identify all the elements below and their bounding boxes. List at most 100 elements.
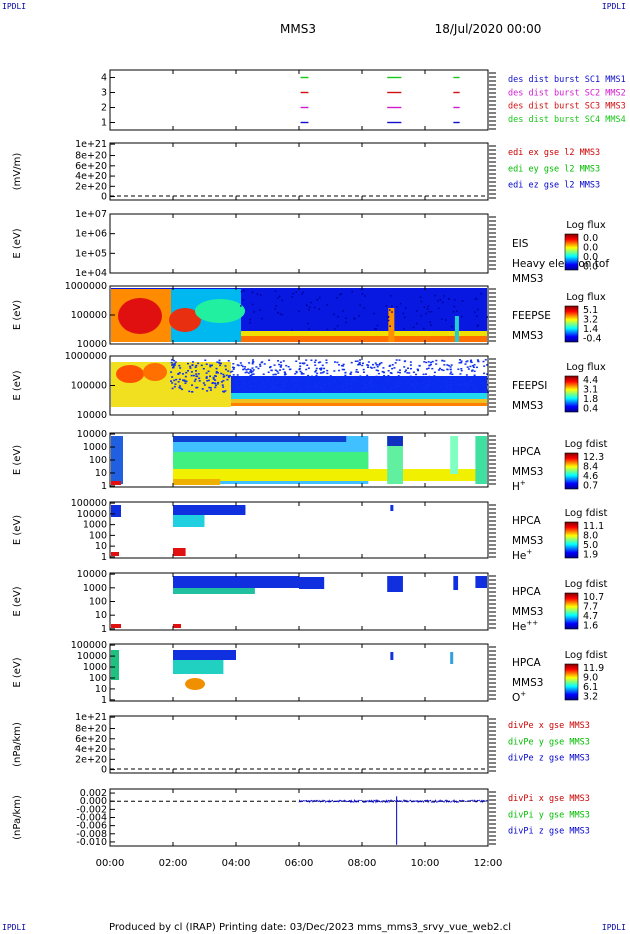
spectrogram-cell (425, 373, 428, 375)
spectrogram-cell (474, 298, 477, 300)
spectrogram-cell (444, 389, 447, 392)
spectrogram-cell (172, 359, 175, 362)
spectrogram-cell (261, 361, 264, 363)
spectrogram-cell (263, 390, 266, 393)
panel-frame (109, 501, 489, 559)
spectrogram-cell (427, 380, 430, 383)
header-spacecraft: MMS3 (280, 22, 316, 36)
spectrogram-cell (214, 384, 217, 387)
spectrogram-cell (375, 369, 378, 371)
colorbar-label: 1.4 (583, 324, 598, 335)
colorbar (564, 233, 579, 271)
spectrogram-cell (406, 372, 409, 374)
spectrogram-cell (368, 383, 371, 385)
spectrogram-cell (292, 292, 295, 295)
spectrogram-cell (186, 362, 189, 365)
spacecraft-label: MMS3 (512, 535, 543, 547)
spectrogram-cell (435, 359, 438, 362)
spectrogram-cell (483, 372, 486, 375)
spectrogram-cell (221, 384, 224, 386)
spectrogram-cell (173, 436, 347, 442)
spectrogram-cell (475, 436, 487, 484)
spectrogram-cell (171, 376, 174, 378)
spectrogram-cell (445, 385, 448, 388)
spectrogram-cell (412, 390, 415, 392)
spectrogram-cell (191, 391, 194, 393)
spectrogram-cell (369, 381, 372, 383)
spectrogram-cell (423, 306, 426, 309)
spectrogram-cell (375, 375, 378, 378)
spectrogram-cell (397, 382, 400, 384)
spectrogram-cell (249, 384, 252, 387)
spectrogram-cell (244, 388, 247, 391)
spectrogram-cell (450, 388, 453, 391)
ytick-label: 100 (89, 455, 107, 466)
spectrogram-cell (371, 363, 374, 366)
corner-tag-tl: IPDLI (2, 2, 27, 11)
spectrogram-band (173, 479, 221, 485)
spectrogram-region (173, 515, 205, 527)
ytick-label: -0.010 (76, 837, 107, 848)
legend-entry: des dist burst SC2 MMS2 (508, 88, 626, 98)
spectrogram-cell (261, 389, 264, 391)
spectrogram-cell (236, 364, 239, 366)
y-axis-label: (nPa/km) (12, 795, 23, 840)
spectrogram-cell (394, 387, 397, 389)
spectrogram-cell (433, 371, 436, 374)
spectrogram-cell (205, 363, 208, 366)
spectrogram-cell (195, 373, 198, 375)
spectrogram-cell (225, 374, 228, 377)
panel-divpi: 0.0020.000-0.002-0.004-0.006-0.008-0.010… (12, 788, 590, 848)
spectrogram-cell (458, 359, 461, 361)
spectrogram-cell (306, 304, 308, 307)
spectrogram-cell (377, 375, 380, 378)
colorbar-label: 3.2 (583, 692, 598, 703)
spectrogram-cell (323, 384, 326, 387)
spectrogram-cell (111, 650, 119, 680)
spectrogram-cell (458, 377, 461, 380)
spectrogram-cell (453, 299, 456, 301)
spectrogram-cell (420, 300, 423, 303)
spectrogram-cell (477, 308, 479, 311)
colorbar (564, 521, 579, 559)
spectrogram-cell (261, 381, 264, 383)
spectrogram-cell (296, 376, 299, 379)
spectrogram-cell (271, 385, 274, 387)
spectrogram-cell (390, 377, 393, 380)
spectrogram-cell (249, 370, 252, 373)
spectrogram-cell (389, 309, 391, 311)
colorbar-label: 1.9 (583, 550, 598, 561)
spectrogram-cell (454, 378, 457, 380)
spectrogram-cell (318, 382, 321, 385)
spectrogram-cell (173, 548, 186, 556)
spectrogram-cell (263, 386, 266, 389)
spectrogram-cell (464, 363, 467, 365)
spectrogram-cell (275, 305, 278, 307)
spectrogram-cell (480, 382, 483, 385)
spectrogram-cell (402, 312, 405, 315)
spectrogram-cell (350, 361, 353, 364)
time-tick-label: 00:00 (96, 858, 125, 869)
spectrogram-cell (175, 378, 178, 381)
spectrogram-cell (346, 383, 349, 385)
spacecraft-label: MMS3 (512, 400, 543, 412)
y-axis-label: E (eV) (12, 445, 23, 475)
spectrogram-cell (196, 375, 199, 378)
time-tick-label: 08:00 (348, 858, 377, 869)
spectrogram-cell (275, 381, 278, 384)
corner-tag-br: IPDLI (601, 923, 626, 932)
spectrogram-cell (390, 295, 392, 297)
spectrogram-cell (444, 391, 447, 393)
y-axis-label: E (eV) (12, 300, 23, 330)
spectrogram-cell (486, 316, 489, 318)
spectrogram-cell (394, 383, 397, 385)
spectrogram-cell (224, 368, 227, 371)
colorbar-label: 4.7 (583, 611, 598, 622)
spectrogram-cell (427, 379, 430, 381)
spectrogram-cell (171, 382, 174, 384)
instrument-label: HPCA (512, 515, 542, 527)
colorbar-title: Log flux (566, 362, 606, 373)
spectrogram-cell (174, 361, 177, 363)
